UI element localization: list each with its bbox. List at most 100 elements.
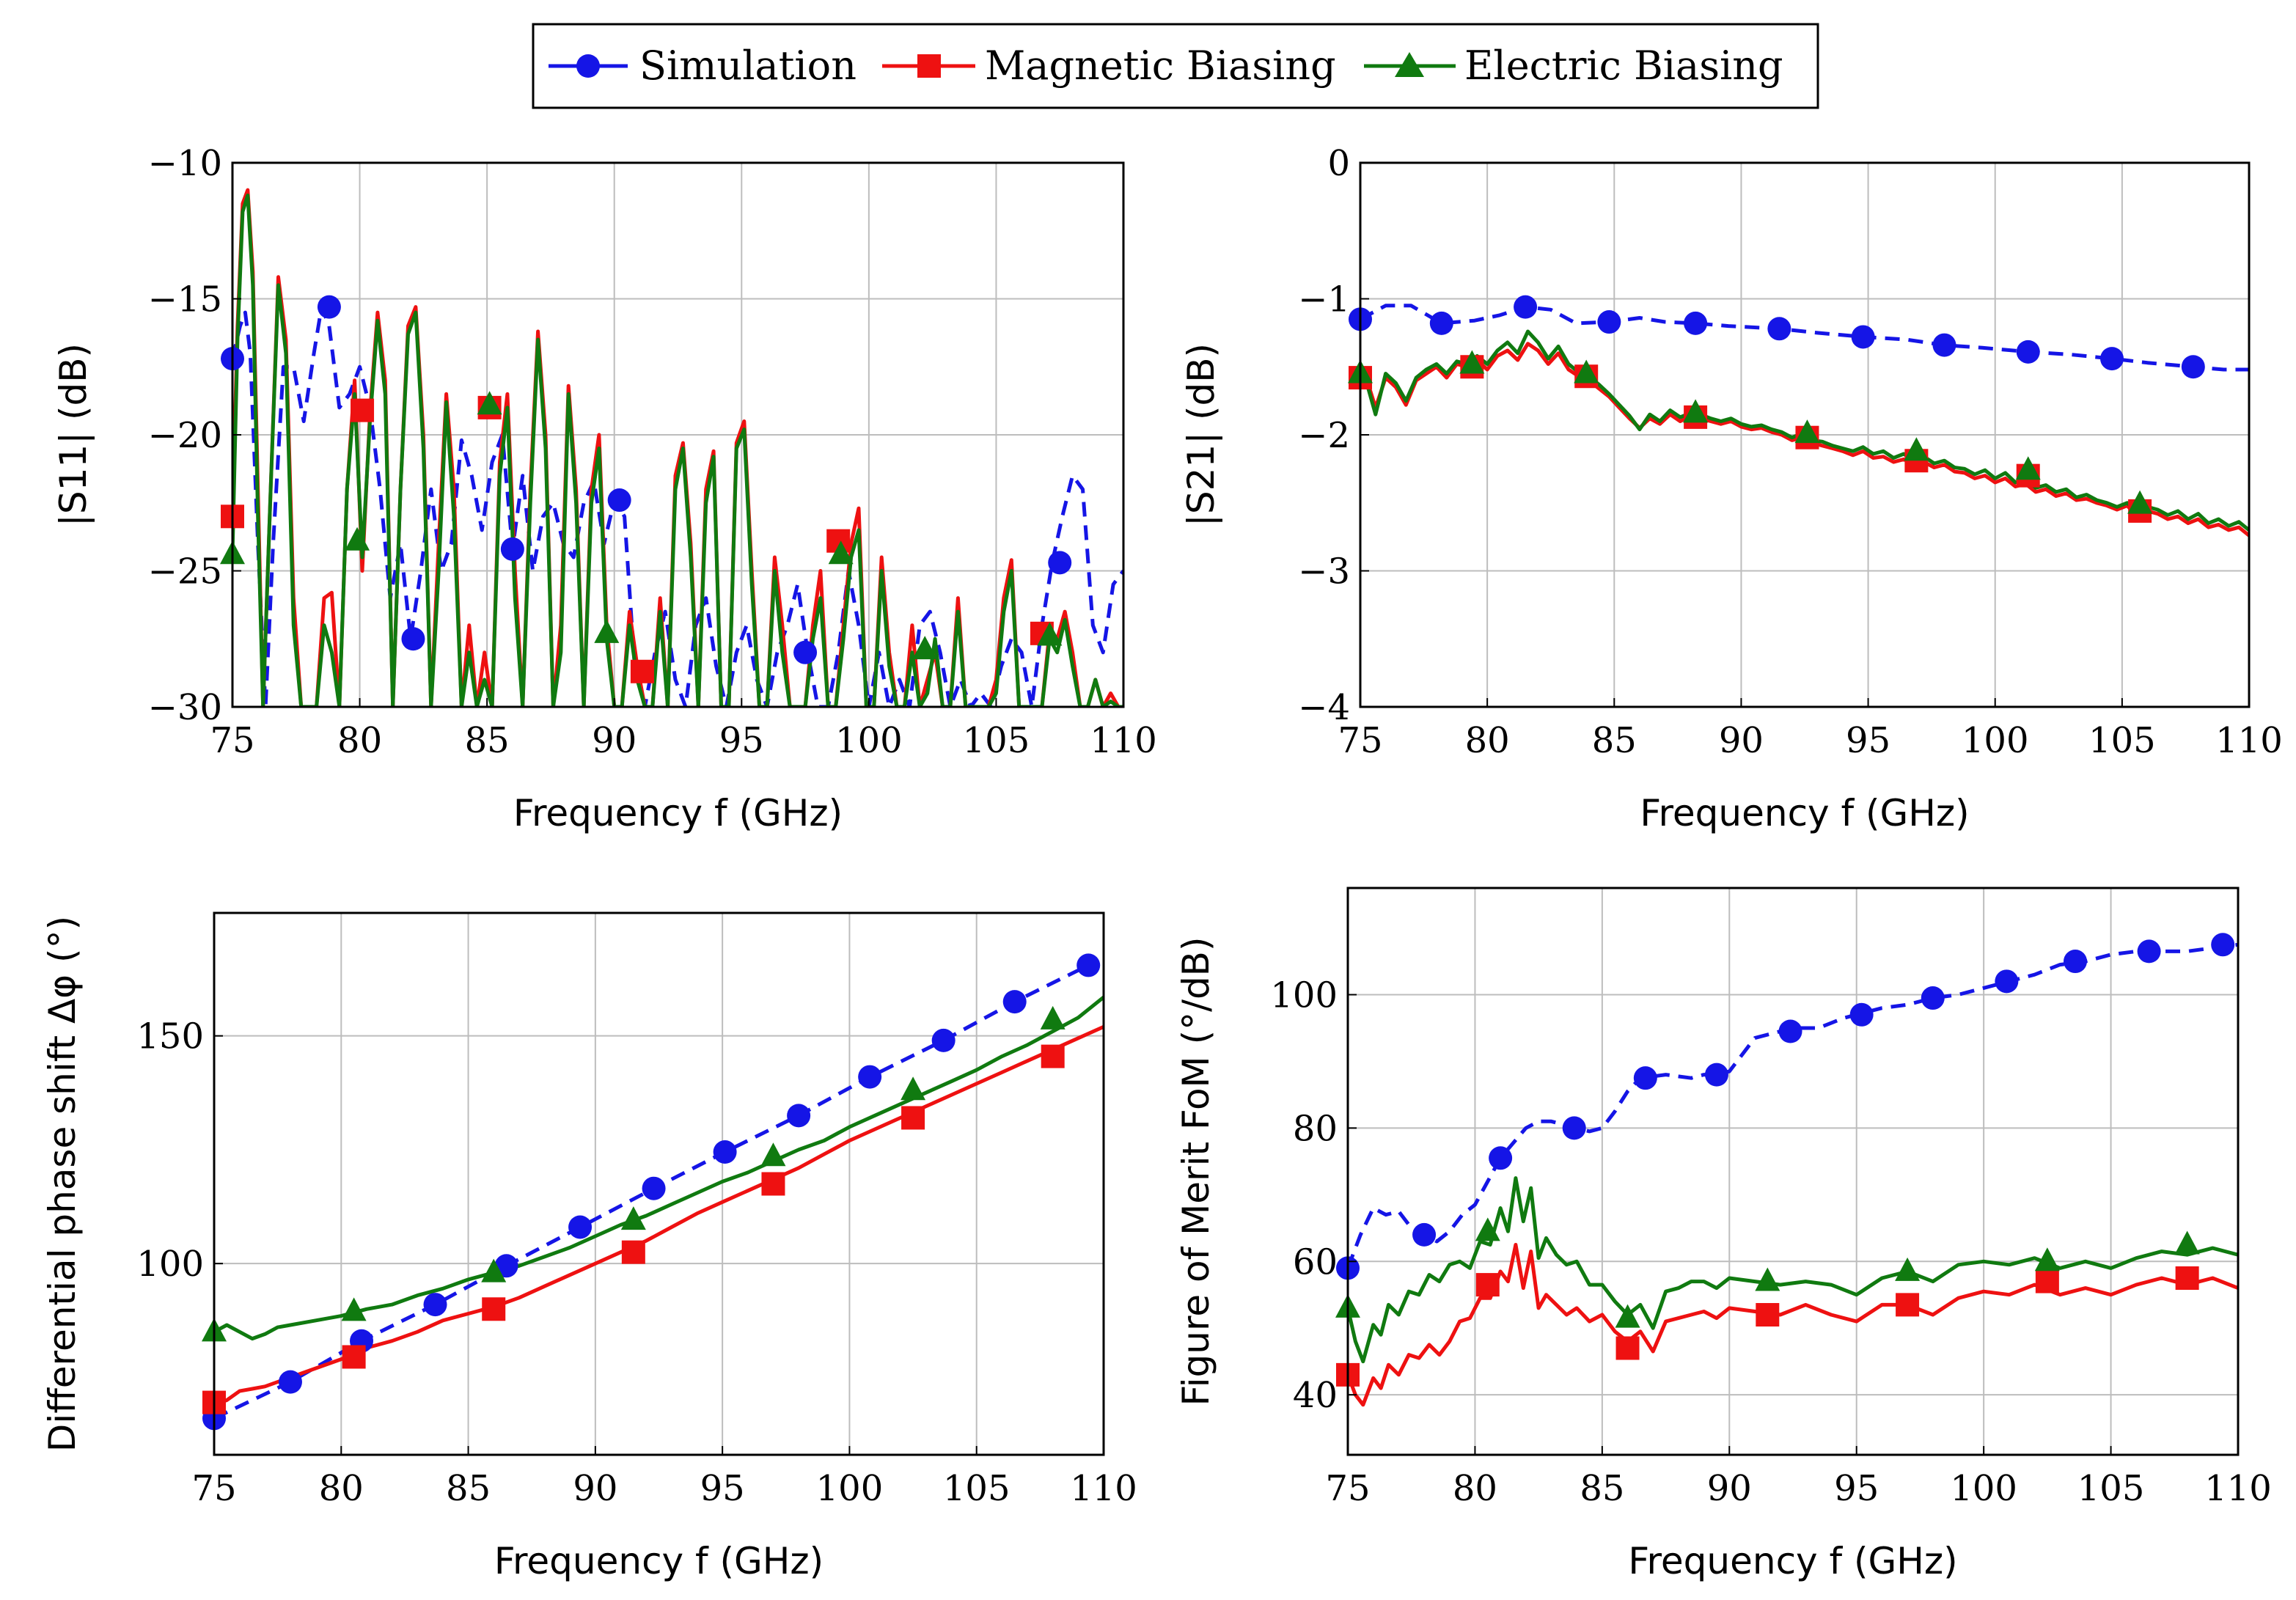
x-tick-label: 95	[1834, 1468, 1879, 1509]
x-tick-label: 75	[191, 1468, 236, 1509]
series-lines	[1348, 942, 2238, 1407]
chart-phase-shift: 75 80 85 90 95 100 105 110 100 150 Frequency f (GH…	[41, 911, 1137, 1582]
x-tick-label: 105	[2088, 720, 2156, 761]
legend-label-simulation: Simulation	[639, 43, 857, 89]
y-tick-label: 0	[1327, 143, 1350, 184]
marker-electric	[912, 636, 938, 660]
marker-simulation	[1684, 311, 1708, 335]
chart-figure-of-merit: 75 80 85 90 95 100 105 110 40 60 80 100 Frequency f …	[1175, 887, 2272, 1582]
x-tick-label: 100	[816, 1468, 884, 1509]
marker-electric	[477, 391, 502, 415]
marker-electric	[1683, 399, 1709, 423]
marker-electric	[1755, 1267, 1780, 1291]
x-tick-label: 75	[1325, 1468, 1370, 1509]
marker-electric	[1040, 1005, 1066, 1030]
legend-frame	[532, 23, 1819, 109]
y-tick-label: −25	[148, 551, 222, 592]
y-tick-label: 150	[136, 1016, 204, 1057]
marker-simulation	[607, 488, 631, 513]
marker-simulation	[1562, 1116, 1586, 1140]
series-line-simulation	[1348, 942, 2238, 1269]
marker-electric	[760, 1142, 786, 1167]
y-tick-label: −2	[1298, 415, 1350, 456]
marker-simulation	[1048, 551, 1072, 575]
marker-electric	[1895, 1257, 1921, 1281]
marker-magnetic	[621, 1240, 645, 1264]
y-axis-label: Differential phase shift Δφ (°)	[41, 916, 84, 1452]
marker-magnetic	[1896, 1293, 1920, 1317]
marker-simulation	[642, 1176, 666, 1200]
marker-simulation	[1429, 311, 1453, 335]
legend-marker-triangle	[1395, 52, 1424, 77]
y-axis-label: Figure of Merit FoM (°/dB)	[1175, 937, 1217, 1406]
x-tick-label: 105	[943, 1468, 1011, 1509]
y-tick-label: 100	[136, 1244, 204, 1285]
marker-magnetic	[1756, 1303, 1780, 1327]
legend-entry-magnetic: Magnetic Biasing	[882, 43, 1336, 89]
x-axis-label: Frequency f (GHz)	[1640, 792, 1969, 834]
marker-simulation	[1597, 310, 1621, 334]
y-tick-label: 80	[1293, 1108, 1338, 1149]
marker-magnetic	[342, 1345, 366, 1369]
marker-magnetic	[482, 1297, 506, 1321]
marker-simulation	[793, 640, 818, 664]
x-tick-label: 95	[719, 720, 764, 761]
marker-simulation	[1489, 1146, 1513, 1170]
marker-simulation	[317, 295, 341, 319]
x-tick-label: 95	[1846, 720, 1890, 761]
x-tick-label: 105	[963, 720, 1030, 761]
plot-frame	[213, 911, 1105, 1456]
series-markers	[220, 295, 1072, 683]
x-tick-label: 85	[1592, 720, 1637, 761]
x-axis-label: Frequency f (GHz)	[494, 1540, 824, 1582]
marker-simulation	[2064, 950, 2088, 974]
marker-electric	[341, 1297, 367, 1321]
marker-simulation	[2137, 939, 2161, 964]
x-tick-label: 110	[1070, 1468, 1137, 1509]
legend-entry-electric: Electric Biasing	[1364, 43, 1783, 89]
marker-magnetic	[901, 1106, 925, 1130]
marker-simulation	[2016, 340, 2040, 364]
legend-marker-square	[917, 54, 941, 78]
marker-simulation	[1514, 295, 1538, 319]
series-line-electric-biasing	[214, 995, 1104, 1341]
x-tick-label: 100	[1950, 1468, 2017, 1509]
legend-label-magnetic: Magnetic Biasing	[985, 43, 1336, 89]
marker-simulation	[2100, 347, 2124, 371]
x-tick-label: 110	[2215, 720, 2283, 761]
y-tick-label: −20	[148, 415, 222, 456]
marker-electric	[620, 1206, 646, 1230]
series-line-magnetic-biasing	[1348, 1243, 2238, 1407]
marker-simulation	[1778, 1019, 1802, 1043]
marker-simulation	[2181, 355, 2205, 379]
marker-magnetic	[1475, 1273, 1500, 1297]
marker-electric	[1904, 437, 1929, 461]
marker-simulation	[713, 1140, 737, 1164]
x-tick-label: 90	[573, 1468, 617, 1509]
marker-simulation	[568, 1215, 593, 1239]
x-tick-label: 75	[210, 720, 254, 761]
marker-simulation	[1077, 953, 1101, 977]
marker-magnetic	[761, 1172, 785, 1196]
marker-simulation	[1849, 1002, 1874, 1027]
y-tick-label: 40	[1293, 1375, 1338, 1416]
chart-s11: 75 80 85 90 95 100 105 110 −30 −25 −20 −15 −10 Freque…	[52, 143, 1157, 834]
y-tick-label: 60	[1293, 1241, 1338, 1282]
x-tick-label: 100	[835, 720, 903, 761]
y-tick-label: −3	[1298, 551, 1350, 592]
marker-simulation	[1704, 1063, 1728, 1087]
marker-magnetic	[1041, 1044, 1065, 1068]
series-lines	[232, 188, 1123, 707]
marker-electric	[901, 1076, 926, 1101]
marker-simulation	[500, 537, 524, 561]
marker-simulation	[1002, 990, 1027, 1014]
marker-electric	[1574, 359, 1599, 384]
series-line-electric-biasing	[1348, 1176, 2238, 1364]
marker-electric	[1459, 350, 1485, 374]
x-tick-label: 105	[2077, 1468, 2145, 1509]
x-tick-label: 95	[700, 1468, 745, 1509]
marker-simulation	[931, 1028, 956, 1052]
y-axis-label: |S21| (dB)	[1180, 343, 1222, 526]
legend: Simulation Magnetic Biasing Electric Bia…	[532, 23, 1819, 109]
marker-electric	[1475, 1217, 1500, 1241]
